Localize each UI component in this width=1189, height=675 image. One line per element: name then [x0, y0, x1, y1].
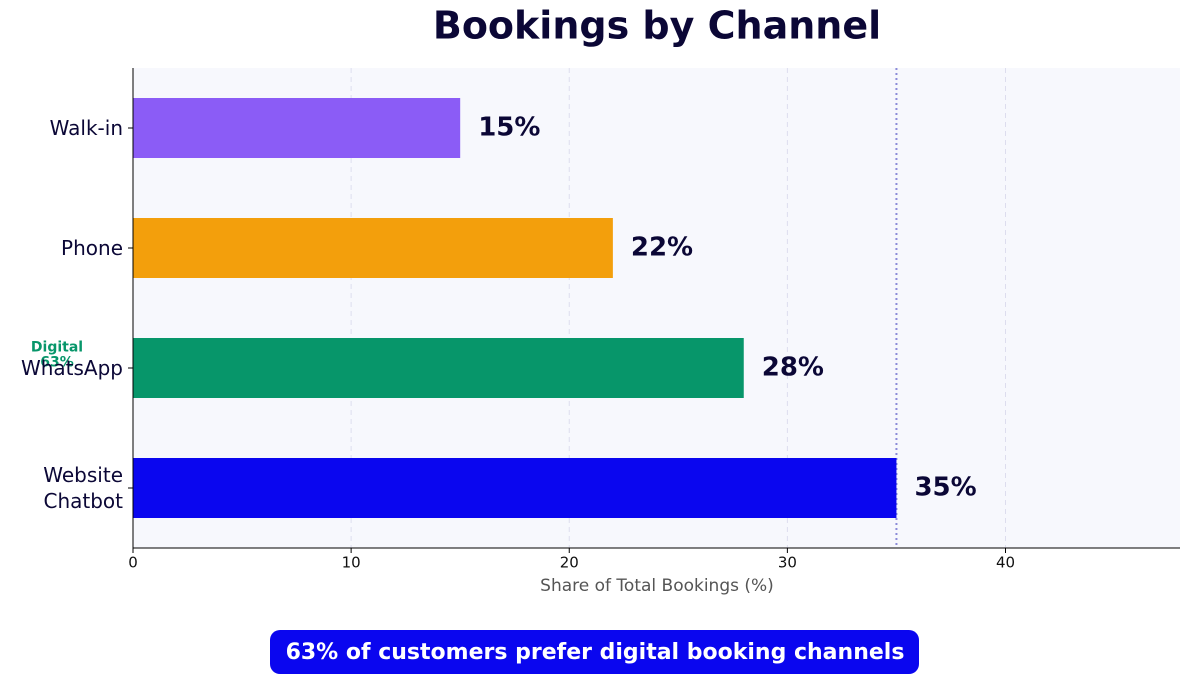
bar [133, 338, 744, 398]
side-annotation: Digital 63% [30, 339, 84, 371]
x-tick-label: 20 [560, 554, 579, 572]
value-label: 22% [631, 233, 693, 263]
y-tick-label: Walk-in [49, 116, 123, 140]
x-tick-label: 30 [778, 554, 797, 572]
callout-text: 63% of customers prefer digital booking … [286, 640, 905, 665]
y-tick-label: WhatsApp [20, 356, 123, 380]
x-tick-label: 0 [128, 554, 138, 572]
y-tick-label: Website Chatbot [43, 463, 123, 513]
x-axis-label: Share of Total Bookings (%) [540, 576, 774, 596]
y-tick-label: Phone [61, 236, 123, 260]
x-tick-label: 40 [996, 554, 1015, 572]
bar [133, 218, 613, 278]
bar [133, 458, 897, 518]
chart-title: Bookings by Channel [433, 4, 881, 48]
value-label: 28% [762, 353, 824, 383]
value-label: 35% [914, 473, 976, 503]
bar [133, 98, 461, 158]
callout-box [270, 630, 919, 674]
x-tick-label: 10 [342, 554, 361, 572]
value-label: 15% [478, 113, 540, 143]
